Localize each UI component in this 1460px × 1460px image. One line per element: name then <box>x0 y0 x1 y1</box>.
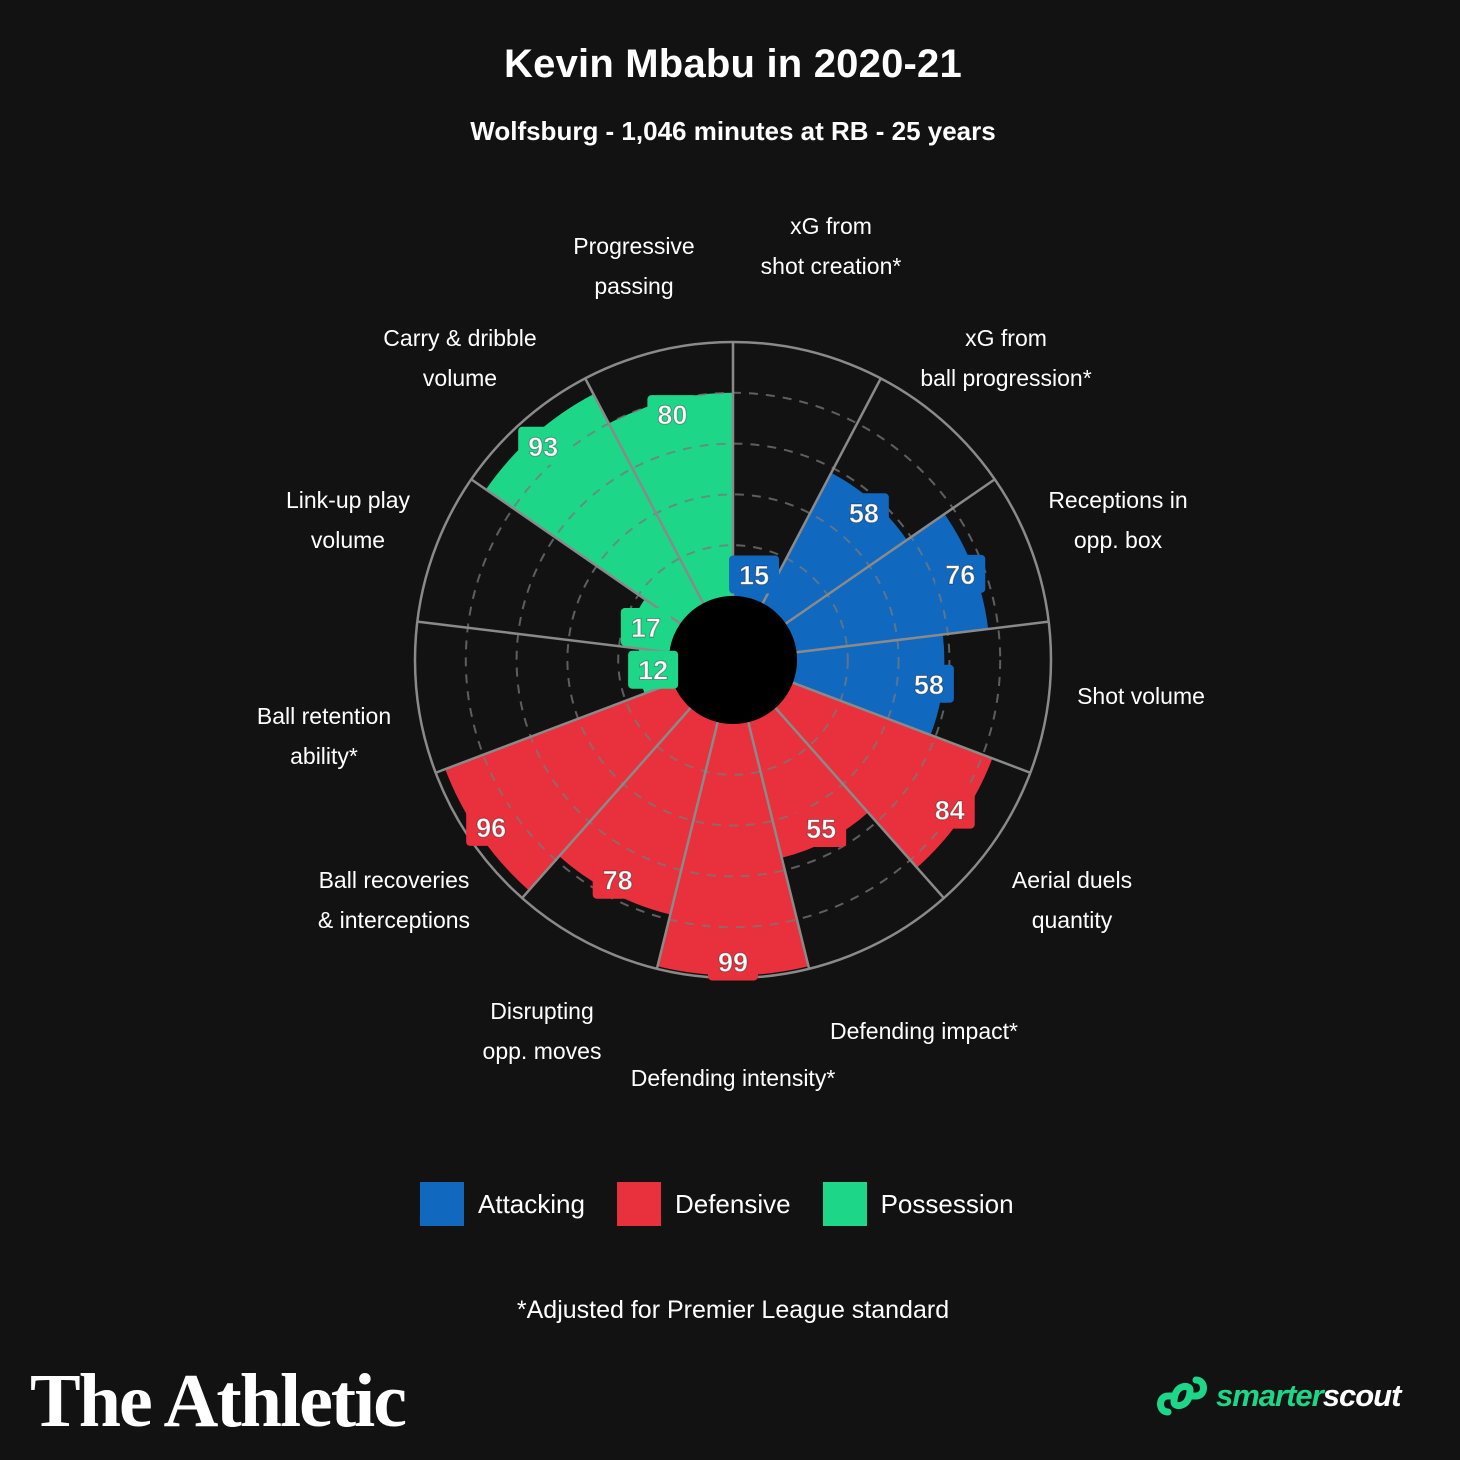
category-label-5: Defending impact* <box>830 1018 1018 1044</box>
category-label-6: Defending intensity* <box>631 1065 836 1091</box>
category-label-line: xG from <box>965 325 1047 351</box>
category-label-line: Defending intensity* <box>631 1065 836 1091</box>
category-label-line: Aerial duels <box>1012 867 1132 893</box>
the-athletic-logo: The Athletic <box>30 1358 405 1445</box>
smarterscout-wordmark: smarterscout <box>1216 1378 1400 1414</box>
value-label-10: 17 <box>621 608 671 646</box>
value-text-7: 78 <box>603 866 633 896</box>
footnote: *Adjusted for Premier League standard <box>0 1296 1460 1325</box>
category-label-line: shot creation* <box>761 253 902 279</box>
value-text-12: 80 <box>657 400 687 430</box>
category-label-line: ability* <box>290 743 358 769</box>
value-text-3: 58 <box>914 670 944 700</box>
value-label-6: 99 <box>708 942 758 980</box>
legend-item-possession: Possession <box>823 1182 1014 1226</box>
polar-bar-chart: 15 58 76 58 84 55 99 78 96 12 17 93 80 xG from shot cr… <box>0 0 1460 1120</box>
smarterscout-icon <box>1154 1372 1210 1420</box>
legend-item-attacking: Attacking <box>420 1182 585 1226</box>
legend-label-possession: Possession <box>881 1189 1014 1220</box>
category-label-line: xG from <box>790 213 872 239</box>
category-label-line: ball progression* <box>920 365 1091 391</box>
value-text-8: 96 <box>476 813 506 843</box>
legend-label-defensive: Defensive <box>675 1189 791 1220</box>
value-label-3: 58 <box>904 665 954 703</box>
value-text-11: 93 <box>528 432 558 462</box>
value-label-5: 55 <box>796 809 846 847</box>
value-label-0: 15 <box>729 555 779 593</box>
category-label-3: Shot volume <box>1077 683 1205 709</box>
category-label-line: passing <box>594 273 673 299</box>
category-label-0: xG from shot creation* <box>761 213 902 279</box>
value-text-9: 12 <box>638 656 668 686</box>
value-label-2: 76 <box>935 555 985 593</box>
category-label-line: Disrupting <box>490 998 594 1024</box>
smarterscout-logo: smarterscout <box>1154 1372 1400 1420</box>
category-label-line: Ball retention <box>257 703 391 729</box>
category-label-line: Shot volume <box>1077 683 1205 709</box>
value-label-9: 12 <box>628 651 678 689</box>
value-label-1: 58 <box>839 493 889 531</box>
value-label-7: 78 <box>593 861 643 899</box>
category-label-1: xG from ball progression* <box>920 325 1091 391</box>
legend-swatch-defensive <box>617 1182 661 1226</box>
category-label-line: Link-up play <box>286 487 411 513</box>
category-label-2: Receptions in opp. box <box>1048 487 1187 553</box>
legend-swatch-attacking <box>420 1182 464 1226</box>
smarterscout-wordmark-text: smarterscout <box>1216 1378 1400 1413</box>
category-label-line: volume <box>423 365 497 391</box>
value-label-11: 93 <box>518 427 568 465</box>
center-hole <box>669 596 797 724</box>
legend-label-attacking: Attacking <box>478 1189 585 1220</box>
value-label-8: 96 <box>466 808 516 846</box>
category-label-11: Carry & dribble volume <box>383 325 536 391</box>
category-label-7: Disrupting opp. moves <box>483 998 602 1064</box>
category-label-4: Aerial duels quantity <box>1012 867 1132 933</box>
category-label-line: quantity <box>1032 907 1113 933</box>
value-text-0: 15 <box>739 560 769 590</box>
value-text-6: 99 <box>718 947 748 977</box>
category-label-8: Ball recoveries & interceptions <box>318 867 470 933</box>
category-label-line: & interceptions <box>318 907 470 933</box>
legend: Attacking Defensive Possession <box>420 1182 1046 1226</box>
category-label-line: opp. box <box>1074 527 1163 553</box>
value-label-4: 84 <box>925 791 975 829</box>
category-label-line: opp. moves <box>483 1038 602 1064</box>
value-text-2: 76 <box>945 560 975 590</box>
category-label-9: Ball retention ability* <box>257 703 391 769</box>
category-label-line: Defending impact* <box>830 1018 1018 1044</box>
legend-item-defensive: Defensive <box>617 1182 791 1226</box>
value-label-12: 80 <box>647 395 697 433</box>
value-text-4: 84 <box>935 796 965 826</box>
legend-swatch-possession <box>823 1182 867 1226</box>
category-label-10: Link-up play volume <box>286 487 411 553</box>
category-label-line: Carry & dribble <box>383 325 536 351</box>
category-label-line: Ball recoveries <box>319 867 470 893</box>
value-text-1: 58 <box>849 498 879 528</box>
category-label-line: volume <box>311 527 385 553</box>
category-label-line: Receptions in <box>1048 487 1187 513</box>
value-text-10: 17 <box>631 613 661 643</box>
value-text-5: 55 <box>806 814 836 844</box>
category-label-line: Progressive <box>573 233 694 259</box>
category-label-12: Progressive passing <box>573 233 694 299</box>
